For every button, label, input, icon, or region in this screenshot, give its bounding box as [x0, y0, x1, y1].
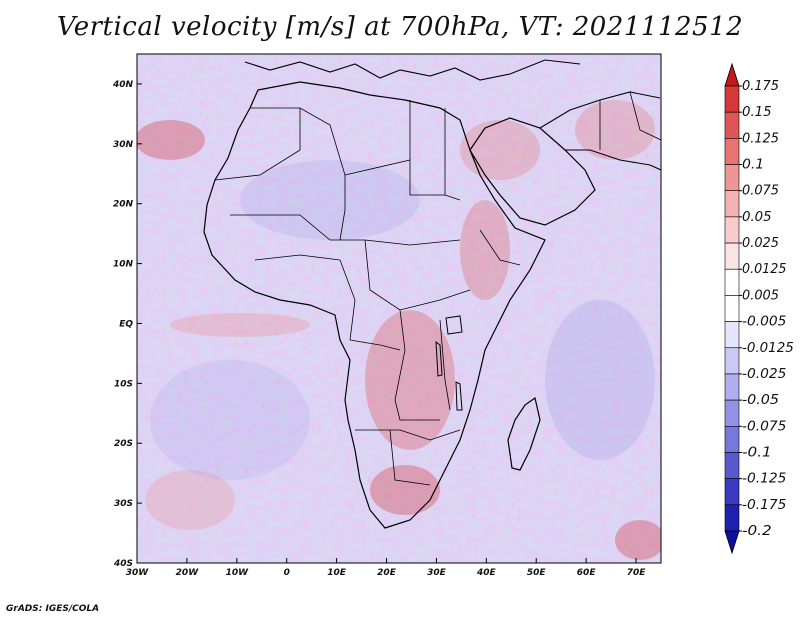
colorbar-label: -0.005 [742, 315, 786, 330]
colorbar-min-triangle [724, 530, 740, 555]
colorbar-label: -0.175 [742, 498, 786, 513]
colorbar-label: 0.15 [742, 105, 772, 120]
country-borders [214, 91, 661, 486]
lake-malawi [455, 381, 463, 411]
colorbar-label: -0.075 [742, 419, 786, 434]
patch-blue-atlantic [150, 360, 310, 480]
x-tick-label: 20E [377, 568, 397, 578]
colorbar-label: -0.1 [742, 445, 772, 460]
europe-coastline [244, 59, 581, 81]
x-tick-label: 30W [126, 568, 150, 578]
colorbar-box [724, 268, 740, 296]
x-tick-label: 20W [176, 568, 200, 578]
colorbar: 0.175 0.15 0.125 0.1 0.075 0.05 0.025 0.0125 0.0… [724, 62, 794, 555]
colorbar-label: 0.0125 [742, 262, 786, 277]
patch-south-africa [370, 465, 440, 515]
x-tick-label: 70E [627, 568, 647, 578]
velocity-field [137, 54, 661, 563]
y-tick-label: 40S [113, 559, 133, 569]
colorbar-box [724, 164, 740, 192]
x-tick-label: 30E [427, 568, 447, 578]
patch-southern-ocean-sw [145, 470, 235, 530]
colorbar-box [724, 295, 740, 322]
patch-southern-ocean-se [615, 520, 661, 560]
colorbar-box [724, 242, 740, 270]
colorbar-box [724, 216, 740, 244]
colorbar-label: 0.05 [742, 210, 772, 225]
lake-victoria [445, 315, 463, 335]
colorbar-label: 0.025 [742, 236, 779, 251]
colorbar-box [724, 347, 740, 375]
y-tick-label: 30N [113, 140, 134, 150]
patch-east-africa [460, 200, 510, 300]
x-axis-ticks: 30W 20W 10W 0 10E 20E 30E 40E 50E 60E 70E [126, 558, 646, 578]
colorbar-label: 0.1 [742, 158, 764, 173]
credit-text: GrADS: IGES/COLA [6, 604, 100, 614]
y-tick-label: 10S [114, 379, 133, 389]
colorbar-label: 0.075 [742, 184, 779, 199]
x-tick-label: 0 [284, 568, 290, 578]
colorbar-box [724, 85, 740, 113]
lake-tanganyika [435, 340, 443, 377]
patch-central-africa [365, 310, 455, 450]
colorbar-label: -0.2 [742, 524, 772, 539]
patch-blue-sahara [240, 160, 420, 240]
x-tick-label: 40E [476, 568, 497, 578]
colorbar-label: -0.0125 [742, 341, 794, 356]
y-axis-ticks: 40N 30N 20N 10N EQ 10S 20S 30S 40S [112, 80, 142, 569]
patch-blue-indian [545, 300, 655, 460]
y-tick-label: EQ [119, 319, 133, 329]
patch-middle-east [575, 100, 655, 160]
colorbar-box [724, 399, 740, 427]
colorbar-label: 0.125 [742, 131, 779, 146]
persian-coast [565, 149, 661, 171]
colorbar-label: -0.05 [742, 393, 779, 408]
y-tick-label: 10N [113, 260, 134, 270]
colorbar-box [724, 190, 740, 218]
colorbar-label: -0.125 [742, 472, 786, 487]
y-tick-label: 20S [114, 439, 133, 449]
patch-atlantic-nw [137, 120, 205, 160]
x-tick-label: 10E [327, 568, 347, 578]
map-title: Vertical velocity [m/s] at 700hPa, VT: 2… [56, 12, 744, 42]
x-tick-label: 60E [577, 568, 597, 578]
colorbar-box [724, 373, 740, 401]
colorbar-box [724, 425, 740, 453]
colorbar-box [724, 138, 740, 165]
field-texture-red [137, 54, 661, 563]
colorbar-box [724, 504, 740, 532]
patch-arabia [460, 120, 540, 180]
colorbar-max-triangle [724, 62, 740, 87]
colorbar-box [724, 452, 740, 479]
colorbar-label: 0.175 [742, 79, 779, 94]
plot-frame [136, 53, 662, 564]
y-tick-label: 40N [112, 80, 134, 90]
y-tick-label: 30S [114, 499, 133, 509]
x-tick-label: 50E [527, 568, 547, 578]
patch-equatorial-atlantic [170, 313, 310, 337]
y-tick-label: 20N [113, 200, 134, 210]
x-tick-label: 10W [226, 568, 250, 578]
colorbar-box [724, 321, 740, 349]
madagascar-outline [507, 396, 541, 471]
colorbar-box [724, 478, 740, 506]
colorbar-label: -0.025 [742, 367, 786, 382]
arabia-outline [469, 117, 596, 226]
colorbar-box [724, 111, 740, 139]
colorbar-label: 0.005 [742, 288, 779, 303]
